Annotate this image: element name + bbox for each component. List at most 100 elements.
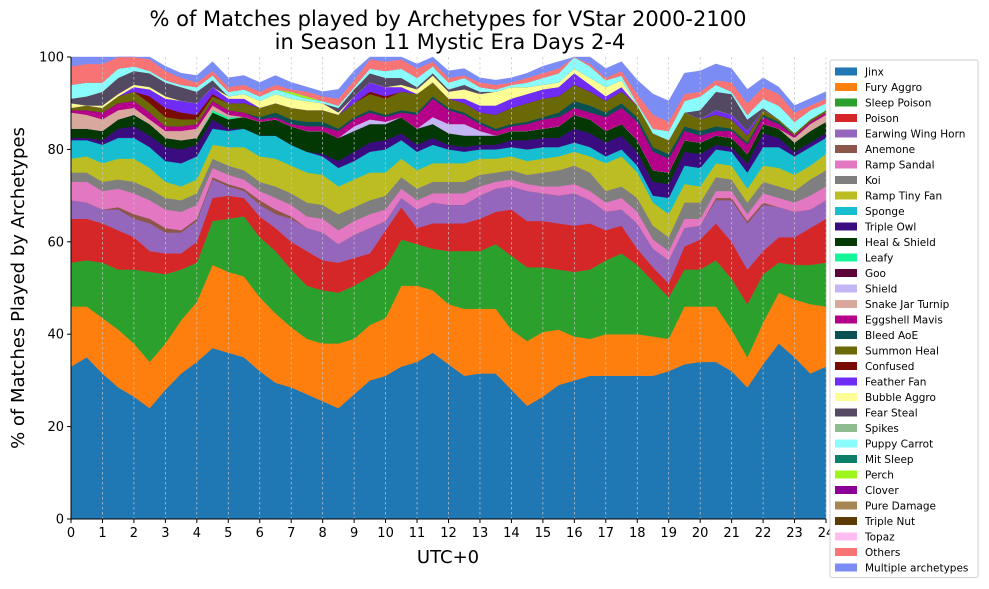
x-tick-label: 23 xyxy=(786,526,803,541)
x-tick-label: 4 xyxy=(193,526,201,541)
legend-label-multiple-archetypes: Multiple archetypes xyxy=(865,563,968,575)
legend-swatch-mit-sleep xyxy=(835,455,857,463)
legend-label-eggshell-mavis: Eggshell Mavis xyxy=(865,315,943,327)
legend-swatch-goo xyxy=(835,269,857,277)
legend-swatch-snake-jar-turnip xyxy=(835,300,857,308)
x-tick-label: 10 xyxy=(377,526,394,541)
chart-title-line-2: in Season 11 Mystic Era Days 2-4 xyxy=(275,30,626,54)
x-tick-label: 0 xyxy=(67,526,75,541)
legend-label-fear-steal: Fear Steal xyxy=(865,408,918,420)
legend-swatch-sleep-poison xyxy=(835,98,857,107)
legend-label-perch: Perch xyxy=(865,470,894,482)
legend-label-triple-owl: Triple Owl xyxy=(864,222,916,234)
legend-swatch-triple-nut xyxy=(835,517,857,525)
legend-swatch-ramp-sandal xyxy=(835,160,857,169)
legend-swatch-sponge xyxy=(835,207,857,215)
x-axis-ticks: 0 1 2 3 4 5 6 7 8 9 10 11 12 13 14 15 16 17 18 19 20 21 22 23 24 xyxy=(67,519,834,541)
legend-swatch-others xyxy=(835,548,857,556)
legend-swatch-perch xyxy=(835,470,857,479)
legend-label-topaz: Topaz xyxy=(864,532,895,544)
x-tick-label: 21 xyxy=(723,526,740,541)
x-tick-label: 15 xyxy=(535,526,552,541)
legend-label-goo: Goo xyxy=(865,268,886,280)
legend-label-leafy: Leafy xyxy=(865,253,893,265)
legend-swatch-puppy-carrot xyxy=(835,439,857,448)
x-tick-label: 7 xyxy=(287,526,295,541)
x-tick-label: 17 xyxy=(598,526,615,541)
y-tick-label: 20 xyxy=(47,420,64,435)
legend-swatch-anemone xyxy=(835,145,857,153)
legend-label-anemone: Anemone xyxy=(865,144,915,156)
legend-label-others: Others xyxy=(865,547,900,559)
legend-label-fury-aggro: Fury Aggro xyxy=(865,82,922,94)
chart-title-line-1: % of Matches played by Archetypes for VS… xyxy=(150,7,747,31)
legend-swatch-triple-owl xyxy=(835,222,857,231)
legend-label-sleep-poison: Sleep Poison xyxy=(865,98,931,110)
x-tick-label: 16 xyxy=(566,526,583,541)
chart-title: % of Matches played by Archetypes for VS… xyxy=(150,7,747,54)
legend-label-shield: Shield xyxy=(865,284,897,296)
legend-swatch-eggshell-mavis xyxy=(835,315,857,324)
legend-swatch-fear-steal xyxy=(835,408,857,417)
x-axis-label: UTC+0 xyxy=(417,547,479,568)
legend-swatch-fury-aggro xyxy=(835,83,857,91)
legend-label-earwing-wing-horn: Earwing Wing Horn xyxy=(865,129,965,141)
x-tick-label: 13 xyxy=(472,526,489,541)
legend-label-puppy-carrot: Puppy Carrot xyxy=(865,439,933,451)
y-axis-label: % of Matches Played by Archetypes xyxy=(8,127,29,449)
x-tick-label: 12 xyxy=(440,526,457,541)
x-tick-label: 6 xyxy=(256,526,264,541)
legend-label-bleed-aoe: Bleed AoE xyxy=(865,330,918,342)
legend-swatch-bubble-aggro xyxy=(835,393,857,401)
legend-box xyxy=(829,59,979,578)
x-tick-label: 1 xyxy=(98,526,106,541)
legend-label-feather-fan: Feather Fan xyxy=(865,377,926,389)
x-tick-label: 20 xyxy=(692,526,709,541)
legend-label-ramp-sandal: Ramp Sandal xyxy=(865,160,935,172)
legend-swatch-bleed-aoe xyxy=(835,331,857,339)
y-tick-label: 60 xyxy=(47,235,64,250)
legend-swatch-summon-heal xyxy=(835,346,857,355)
legend-swatch-earwing-wing-horn xyxy=(835,129,857,138)
legend-label-snake-jar-turnip: Snake Jar Turnip xyxy=(865,299,950,311)
x-tick-label: 19 xyxy=(660,526,677,541)
x-tick-label: 18 xyxy=(629,526,646,541)
legend-swatch-clover xyxy=(835,486,857,494)
legend-label-pure-damage: Pure Damage xyxy=(865,501,936,513)
y-axis-ticks: 0 20 40 60 80 100 xyxy=(39,51,71,528)
legend-swatch-koi xyxy=(835,176,857,184)
legend-label-summon-heal: Summon Heal xyxy=(865,346,939,358)
x-tick-label: 14 xyxy=(503,526,520,541)
x-tick-label: 2 xyxy=(130,526,138,541)
legend-label-spikes: Spikes xyxy=(865,423,899,435)
x-tick-label: 3 xyxy=(161,526,169,541)
y-tick-label: 100 xyxy=(39,51,64,66)
legend-swatch-confused xyxy=(835,362,857,370)
x-tick-label: 5 xyxy=(224,526,232,541)
legend-label-ramp-tiny-fan: Ramp Tiny Fan xyxy=(865,191,942,203)
x-tick-label: 8 xyxy=(319,526,327,541)
legend-label-clover: Clover xyxy=(865,485,899,497)
legend-swatch-multiple-archetypes xyxy=(835,563,857,572)
legend: Jinx Fury Aggro Sleep Poison Poison Earwing … xyxy=(829,59,979,578)
y-tick-label: 40 xyxy=(47,328,64,343)
legend-swatch-poison xyxy=(835,114,857,122)
legend-swatch-ramp-tiny-fan xyxy=(835,191,857,200)
x-tick-label: 11 xyxy=(409,526,426,541)
legend-swatch-jinx xyxy=(835,67,857,76)
legend-label-jinx: Jinx xyxy=(864,67,884,79)
legend-swatch-pure-damage xyxy=(835,501,857,510)
y-tick-label: 80 xyxy=(47,143,64,158)
legend-label-poison: Poison xyxy=(865,113,899,125)
legend-swatch-feather-fan xyxy=(835,377,857,386)
legend-label-sponge: Sponge xyxy=(865,206,905,218)
x-tick-label: 9 xyxy=(350,526,358,541)
legend-swatch-leafy xyxy=(835,253,857,262)
legend-swatch-shield xyxy=(835,284,857,293)
legend-swatch-topaz xyxy=(835,532,857,541)
legend-label-triple-nut: Triple Nut xyxy=(864,516,915,528)
legend-label-heal-shield: Heal & Shield xyxy=(865,237,936,249)
x-tick-label: 22 xyxy=(755,526,772,541)
legend-swatch-spikes xyxy=(835,424,857,432)
